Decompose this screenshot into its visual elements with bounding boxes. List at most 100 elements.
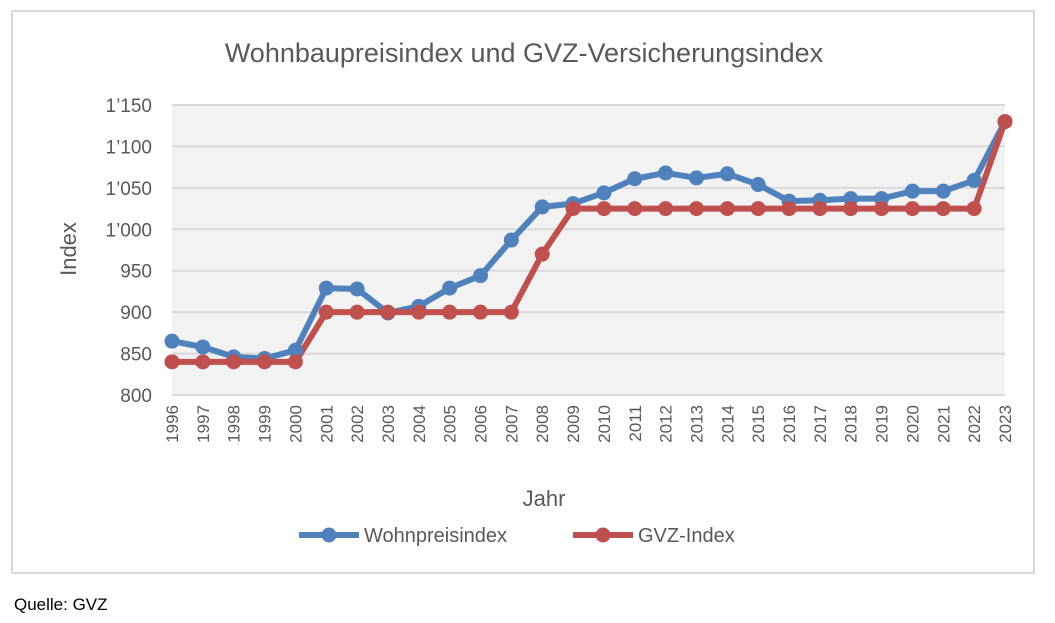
data-point-series-2 [318,304,334,320]
x-tick-label: 2017 [811,405,830,443]
plot-area [172,105,1005,395]
data-point-series-2 [874,201,890,217]
y-axis-title: Index [56,222,81,276]
x-tick-label: 1999 [256,405,275,443]
data-point-series-2 [565,201,581,217]
series-markers [164,114,1013,370]
data-point-series-1 [349,281,365,297]
x-tick-label: 2001 [317,405,336,443]
x-tick-label: 2002 [348,405,367,443]
y-tick-label: 900 [120,303,152,324]
y-tick-label: 1’050 [106,179,153,200]
chart-title: Wohnbaupreisindex und GVZ-Versicherungsi… [225,38,824,68]
data-point-series-2 [935,201,951,217]
data-point-series-1 [287,342,303,358]
data-point-series-2 [473,304,489,320]
y-tick-label: 850 [120,345,152,366]
x-tick-label: 2023 [996,405,1015,443]
y-tick-label: 1’100 [106,137,153,158]
x-tick-label: 2011 [626,405,645,442]
x-tick-label: 2016 [780,405,799,443]
data-point-series-2 [442,304,458,320]
x-tick-label: 2003 [379,405,398,443]
data-point-series-2 [843,201,859,217]
data-point-series-1 [195,339,211,355]
x-tick-label: 2010 [595,405,614,443]
data-point-series-1 [750,177,766,193]
line-chart: Wohnbaupreisindex und GVZ-Versicherungsi… [56,38,1015,547]
data-point-series-1 [658,165,674,181]
data-point-series-2 [627,201,643,217]
data-point-series-1 [473,268,489,284]
data-point-series-1 [688,170,704,186]
data-point-series-1 [596,185,612,201]
data-point-series-1 [442,280,458,296]
data-point-series-2 [257,354,273,370]
data-point-series-2 [380,304,396,320]
gridlines [172,104,1005,396]
data-point-series-1 [503,232,519,248]
x-tick-label: 2020 [903,405,922,443]
data-point-series-2 [966,201,982,217]
x-tick-label: 1996 [163,405,182,443]
data-point-series-2 [287,354,303,370]
y-tick-label: 800 [120,386,152,407]
legend-label: GVZ-Index [638,525,735,547]
y-axis-ticks: 800 850 900 950 1’000 1’050 1’100 1’150 [106,96,153,407]
data-point-series-2 [658,201,674,217]
series-lines [169,118,1008,365]
x-tick-label: 2013 [687,405,706,443]
legend-marker [595,527,611,543]
data-point-series-2 [164,354,180,370]
data-point-series-1 [627,171,643,187]
x-tick-label: 2022 [965,405,984,443]
x-tick-label: 2006 [472,405,491,443]
data-point-series-1 [966,172,982,188]
data-point-series-2 [750,201,766,217]
source-note: Quelle: GVZ [14,595,108,614]
data-point-series-2 [349,304,365,320]
x-tick-label: 2008 [533,405,552,443]
data-point-series-2 [812,201,828,217]
data-point-series-2 [411,304,427,320]
series-line-2 [169,118,1008,365]
y-tick-label: 1’150 [106,96,153,117]
x-tick-label: 1998 [225,405,244,443]
data-point-series-1 [935,183,951,199]
x-tick-label: 2014 [718,405,737,443]
x-tick-label: 2000 [286,405,305,443]
legend: Wohnpreisindex GVZ-Index [299,525,735,547]
x-tick-label: 2018 [842,405,861,443]
x-tick-label: 2012 [657,405,676,443]
data-point-series-2 [719,201,735,217]
data-point-series-2 [226,354,242,370]
data-point-series-2 [781,201,797,217]
x-axis-ticks: 1996 1997 1998 1999 2000 2001 2002 2003 2004 2005… [163,405,1015,443]
x-tick-label: 2004 [410,405,429,443]
x-axis-title: Jahr [523,486,566,511]
x-tick-label: 2021 [934,405,953,443]
y-tick-label: 950 [120,262,152,283]
series-line-1 [169,118,1008,362]
data-point-series-2 [503,304,519,320]
x-tick-label: 2005 [441,405,460,443]
data-point-series-2 [195,354,211,370]
data-point-series-1 [904,183,920,199]
data-point-series-1 [164,333,180,349]
legend-label: Wohnpreisindex [364,525,507,547]
x-tick-label: 2015 [749,405,768,443]
data-point-series-2 [534,246,550,262]
data-point-series-2 [904,201,920,217]
data-point-series-2 [596,201,612,217]
x-tick-label: 2007 [502,405,521,443]
x-tick-label: 2009 [564,405,583,443]
legend-marker [321,527,337,543]
data-point-series-1 [318,280,334,296]
x-tick-label: 1997 [194,405,213,443]
data-point-series-1 [534,199,550,215]
data-point-series-1 [719,166,735,182]
y-tick-label: 1’000 [106,220,153,241]
x-tick-label: 2019 [873,405,892,443]
data-point-series-2 [688,201,704,217]
data-point-series-2 [997,114,1013,130]
